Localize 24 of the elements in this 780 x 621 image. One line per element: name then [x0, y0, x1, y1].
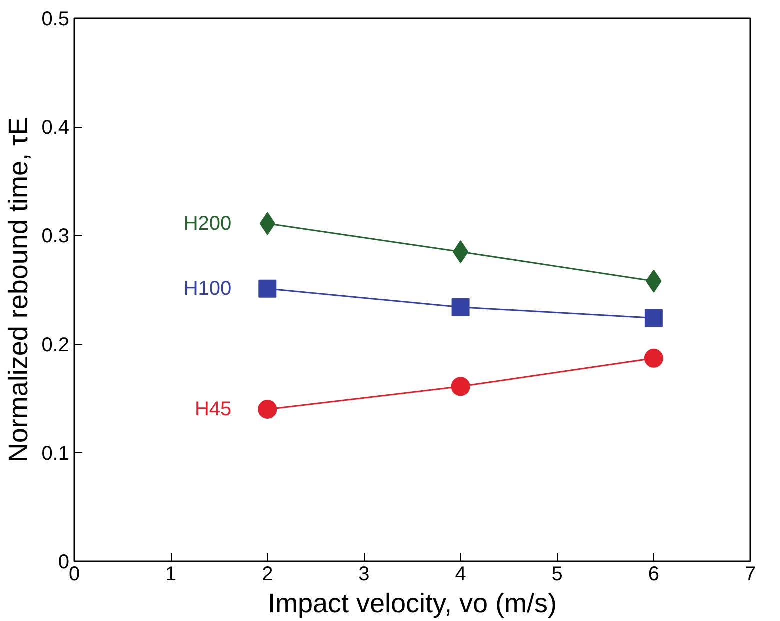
x-tick-label: 6 — [648, 564, 660, 586]
point — [452, 298, 470, 316]
y-tick-label: 0.5 — [42, 8, 70, 30]
y-axis-title: Normalized rebound time, τE — [4, 117, 34, 463]
point — [644, 348, 664, 368]
point — [258, 280, 277, 298]
x-tick-label: 4 — [455, 564, 466, 586]
series-label: H100 — [184, 278, 232, 300]
y-tick-label: 0.1 — [42, 442, 70, 465]
point — [258, 400, 278, 419]
y-tick-label: 0.3 — [42, 226, 70, 248]
point — [452, 240, 469, 264]
series-label: H200 — [184, 212, 232, 235]
point — [644, 309, 663, 328]
x-axis-title: Impact velocity, vo (m/s) — [268, 588, 558, 618]
x-tick-label: 3 — [358, 564, 370, 586]
x-tick-label: 2 — [262, 564, 274, 586]
x-tick-label: 1 — [166, 564, 177, 586]
x-tick-label: 5 — [552, 564, 563, 586]
y-tick-label: 0.4 — [42, 117, 70, 140]
point — [451, 377, 470, 396]
series-label: H45 — [194, 398, 232, 420]
y-tick-label: 0.2 — [42, 334, 70, 356]
x-tick-label: 7 — [744, 564, 756, 586]
